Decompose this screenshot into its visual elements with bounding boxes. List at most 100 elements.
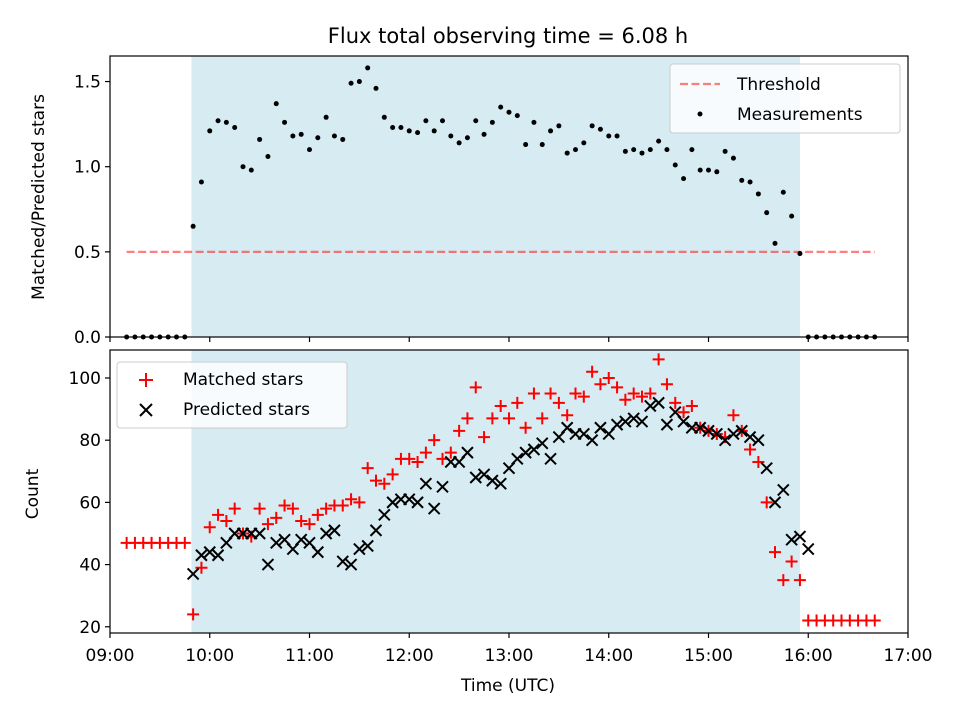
measurement-point xyxy=(440,118,445,124)
x-tick-label: 10:00 xyxy=(185,646,234,666)
measurement-point xyxy=(348,80,354,86)
predicted-stars-point xyxy=(585,433,599,447)
matched-stars-point xyxy=(669,396,682,409)
predicted-stars-point xyxy=(270,536,283,550)
predicted-stars-point xyxy=(544,452,557,466)
measurement-point xyxy=(315,135,321,141)
predicted-stars-point xyxy=(710,427,724,441)
matched-stars-point xyxy=(544,387,557,400)
measurement-point xyxy=(597,126,603,132)
matched-stars-point xyxy=(336,499,349,512)
predicted-stars-point xyxy=(477,468,491,481)
bottom-y-tick-label: 20 xyxy=(79,618,101,638)
measurement-point xyxy=(506,109,512,115)
x-tick-label: 13:00 xyxy=(485,646,534,666)
predicted-stars-point xyxy=(718,433,732,447)
legend-predicted-swatch xyxy=(139,403,153,417)
matched-stars-point xyxy=(428,434,441,447)
predicted-stars-point xyxy=(344,558,358,571)
predicted-stars-point xyxy=(461,446,474,459)
legend-matched-label: Matched stars xyxy=(183,370,303,390)
measurement-point xyxy=(365,65,371,71)
measurement-point xyxy=(190,223,196,229)
measurement-point xyxy=(697,167,703,173)
predicted-stars-point xyxy=(253,527,266,540)
top-y-tick-label: 0.0 xyxy=(74,328,101,348)
x-tick-label: 11:00 xyxy=(285,646,334,666)
matched-stars-point xyxy=(586,365,599,378)
measurement-point xyxy=(523,142,529,148)
matched-stars-point xyxy=(295,515,308,528)
matched-stars-point xyxy=(752,455,765,468)
legend-matched-swatch xyxy=(139,373,153,387)
predicted-stars-point xyxy=(494,477,507,490)
matched-stars-point xyxy=(769,546,781,559)
top-y-tick-label: 1.0 xyxy=(74,158,101,178)
predicted-stars-point xyxy=(793,530,807,543)
measurement-point xyxy=(548,128,554,134)
bottom-y-tick-label: 60 xyxy=(79,493,101,513)
predicted-stars-point xyxy=(378,508,391,522)
matched-stars-point xyxy=(561,409,574,422)
top-y-tick-label: 1.5 xyxy=(74,73,101,93)
x-tick-label: 17:00 xyxy=(884,646,933,666)
matched-stars-point xyxy=(228,502,241,515)
predicted-stars-point xyxy=(536,437,549,450)
matched-stars-point xyxy=(453,424,466,437)
matched-stars-point xyxy=(577,390,590,403)
measurement-point xyxy=(714,169,720,175)
predicted-stars-point xyxy=(436,480,449,494)
measurement-point xyxy=(207,128,213,134)
measurement-point xyxy=(564,150,570,156)
measurement-point xyxy=(431,128,437,134)
matched-stars-point xyxy=(261,518,274,531)
matched-stars-point xyxy=(203,521,216,534)
matched-stars-point xyxy=(461,412,474,425)
measurement-point xyxy=(298,131,304,137)
measurement-point xyxy=(481,131,487,137)
measurement-point xyxy=(656,138,662,144)
matched-stars-point xyxy=(286,502,299,515)
predicted-stars-point xyxy=(652,396,665,410)
measurement-point xyxy=(323,114,329,120)
matched-stars-point xyxy=(494,399,507,412)
bottom-legend: Matched stars Predicted stars xyxy=(116,361,348,429)
predicted-stars-point xyxy=(785,533,798,546)
predicted-stars-point xyxy=(560,421,574,434)
matched-stars-point xyxy=(212,508,225,521)
matched-stars-point xyxy=(536,412,549,425)
matched-stars-point xyxy=(503,412,515,425)
top-legend-box xyxy=(669,63,901,134)
matched-stars-point xyxy=(611,381,624,394)
predicted-stars-point xyxy=(353,542,366,556)
matched-stars-point xyxy=(378,477,391,490)
bottom-y-tick-label: 40 xyxy=(79,556,101,576)
predicted-stars-point xyxy=(411,496,424,509)
predicted-stars-point xyxy=(743,430,757,444)
predicted-stars-point xyxy=(403,493,416,506)
predicted-stars-point xyxy=(693,421,707,434)
predicted-stars-point xyxy=(660,418,674,431)
matched-stars-point xyxy=(253,502,266,515)
measurement-point xyxy=(681,176,687,182)
legend-predicted-label: Predicted stars xyxy=(183,400,310,420)
measurement-point xyxy=(772,240,778,246)
matched-stars-point xyxy=(636,390,648,403)
predicted-stars-point xyxy=(311,545,325,559)
predicted-stars-point xyxy=(727,427,740,441)
matched-stars-point xyxy=(353,496,366,509)
legend-measurements-label: Measurements xyxy=(737,105,863,125)
predicted-stars-point xyxy=(369,524,383,537)
measurement-point xyxy=(589,123,595,129)
predicted-stars-point xyxy=(760,461,773,475)
matched-stars-point xyxy=(527,387,540,400)
measurement-point xyxy=(689,147,695,153)
measurement-point xyxy=(514,113,520,119)
measurement-point xyxy=(215,118,221,124)
matched-stars-point xyxy=(793,574,806,587)
chart-title: Flux total observing time = 6.08 h xyxy=(328,24,688,48)
matched-stars-point xyxy=(220,515,233,528)
matched-stars-point xyxy=(478,431,491,444)
matched-stars-point xyxy=(178,536,191,549)
matched-stars-point xyxy=(644,387,657,400)
